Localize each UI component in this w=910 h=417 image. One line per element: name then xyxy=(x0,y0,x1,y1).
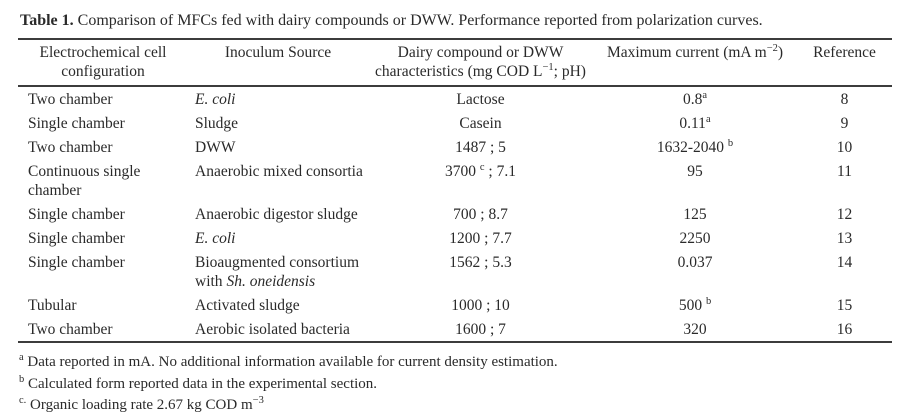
cell-inoculum-source: DWW xyxy=(195,138,236,156)
cell-inoculum-source: Bioaugmented consortium with Sh. oneiden… xyxy=(195,253,360,290)
column-header-maximum-current: Maximum current (mA m−2) xyxy=(593,39,797,87)
table-header-row: Electrochemical cell configuration Inocul… xyxy=(18,39,892,87)
cell-characteristics: 700 ; 8.7 xyxy=(453,205,508,223)
cell-reference: 9 xyxy=(840,114,849,132)
cell-maximum-current: 2250 xyxy=(679,229,711,247)
cell-configuration: Two chamber xyxy=(28,90,113,108)
cell-characteristics: 1487 ; 5 xyxy=(455,138,506,156)
column-header-reference: Reference xyxy=(797,39,892,87)
table-row: Continuous single chamber Anaerobic mixe… xyxy=(18,159,892,202)
column-header-inoculum-source: Inoculum Source xyxy=(188,39,368,87)
cell-configuration: Tubular xyxy=(28,296,77,314)
cell-reference: 14 xyxy=(836,253,853,271)
cell-characteristics: 3700 c ; 7.1 xyxy=(445,161,516,180)
cell-reference: 10 xyxy=(836,138,853,156)
cell-configuration: Continuous single chamber xyxy=(28,162,141,199)
table-body: Two chamber E. coli Lactose 0.8a 8 Singl… xyxy=(18,86,892,342)
cell-inoculum-source: Anaerobic digestor sludge xyxy=(195,205,358,223)
cell-inoculum-source: E. coli xyxy=(195,90,236,108)
column-header-characteristics: Dairy compound or DWW characteristics (mg… xyxy=(368,39,593,87)
cell-configuration: Two chamber xyxy=(28,320,113,338)
cell-characteristics: Lactose xyxy=(456,90,505,108)
cell-reference: 8 xyxy=(840,90,849,108)
cell-inoculum-source: Anaerobic mixed consortia xyxy=(195,162,363,180)
table-row: Single chamber Anaerobic digestor sludge… xyxy=(18,202,892,226)
cell-reference: 12 xyxy=(836,205,853,223)
footnote-c: c. Organic loading rate 2.67 kg COD m−3 xyxy=(19,395,264,413)
cell-reference: 13 xyxy=(836,229,853,247)
table-header: Electrochemical cell configuration Inocul… xyxy=(18,39,892,87)
cell-configuration: Single chamber xyxy=(28,253,125,271)
cell-maximum-current: 95 xyxy=(687,162,703,180)
cell-maximum-current: 0.11a xyxy=(679,113,711,132)
table-row: Single chamber Sludge Casein 0.11a 9 xyxy=(18,111,892,135)
cell-maximum-current: 320 xyxy=(683,320,707,338)
cell-reference: 16 xyxy=(836,320,853,338)
cell-inoculum-source: Sludge xyxy=(195,114,239,132)
cell-configuration: Single chamber xyxy=(28,205,125,223)
table-footnotes: a Data reported in mA. No additional inf… xyxy=(18,352,892,417)
cell-maximum-current: 1632-2040 b xyxy=(656,137,734,156)
table-row: Two chamber DWW 1487 ; 5 1632-2040 b 10 xyxy=(18,135,892,159)
cell-configuration: Two chamber xyxy=(28,138,113,156)
cell-characteristics: 1600 ; 7 xyxy=(455,320,506,338)
cell-configuration: Single chamber xyxy=(28,114,125,132)
cell-inoculum-source: E. coli xyxy=(195,229,236,247)
cell-maximum-current: 500 b xyxy=(678,295,712,314)
table-row: Two chamber Aerobic isolated bacteria 16… xyxy=(18,317,892,342)
footnote-b: b Calculated form reported data in the e… xyxy=(19,373,378,392)
table-row: Single chamber E. coli 1200 ; 7.7 2250 1… xyxy=(18,226,892,250)
footnote-a: a Data reported in mA. No additional inf… xyxy=(19,352,558,370)
column-header-configuration: Electrochemical cell configuration xyxy=(18,39,188,87)
table-row: Tubular Activated sludge 1000 ; 10 500 b… xyxy=(18,293,892,317)
cell-characteristics: Casein xyxy=(459,114,502,132)
cell-maximum-current: 125 xyxy=(683,205,707,223)
cell-inoculum-source: Aerobic isolated bacteria xyxy=(195,320,350,338)
cell-reference: 11 xyxy=(837,162,852,180)
cell-maximum-current: 0.037 xyxy=(677,253,713,271)
cell-characteristics: 1200 ; 7.7 xyxy=(449,229,512,247)
cell-inoculum-source: Activated sludge xyxy=(195,296,300,314)
cell-characteristics: 1562 ; 5.3 xyxy=(449,253,512,271)
mfc-comparison-table: Electrochemical cell configuration Inocul… xyxy=(18,38,892,343)
cell-maximum-current: 0.8a xyxy=(682,89,708,108)
cell-reference: 15 xyxy=(836,296,853,314)
table-row: Two chamber E. coli Lactose 0.8a 8 xyxy=(18,86,892,111)
cell-characteristics: 1000 ; 10 xyxy=(451,296,510,314)
cell-configuration: Single chamber xyxy=(28,229,125,247)
table-caption: Table 1. Comparison of MFCs fed with dai… xyxy=(20,12,763,29)
table-row: Single chamber Bioaugmented consortium w… xyxy=(18,250,892,293)
